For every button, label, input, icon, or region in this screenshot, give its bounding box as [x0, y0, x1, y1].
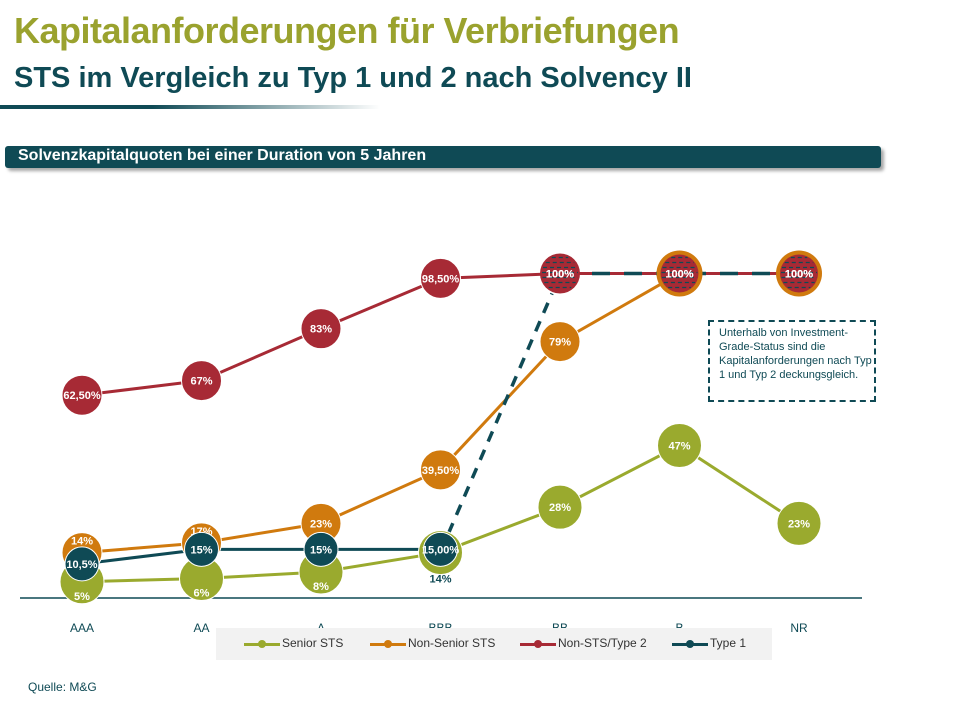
x-tick-label: NR — [790, 621, 808, 635]
series-line — [81, 547, 441, 566]
title-divider — [0, 105, 380, 109]
data-label: 15% — [310, 544, 332, 556]
data-label: 8% — [313, 581, 329, 593]
data-point — [303, 531, 339, 567]
data-point — [64, 546, 100, 582]
data-label: 5% — [74, 591, 90, 603]
data-point — [181, 360, 222, 402]
legend-label: Senior STS — [282, 636, 344, 650]
data-point — [423, 531, 458, 567]
x-tick-label: AA — [193, 621, 209, 635]
data-point — [61, 374, 103, 416]
data-label: 100% — [785, 269, 813, 281]
annotation-box: Unterhalb von Investment-Grade-Status si… — [708, 320, 876, 402]
data-point — [660, 254, 699, 293]
data-point — [184, 531, 219, 567]
data-point — [537, 484, 583, 530]
legend-label: Non-STS/Type 2 — [558, 636, 647, 650]
data-label: 23% — [310, 518, 332, 530]
data-label: 83% — [310, 324, 332, 336]
chart-header-text: Solvenzkapitalquoten bei einer Duration … — [18, 147, 427, 164]
series-line-jump — [446, 292, 554, 535]
data-point — [780, 254, 818, 293]
data-label: 15,00% — [422, 544, 460, 556]
data-label: 67% — [190, 376, 212, 388]
chart-legend: Senior STS Non-Senior STS Non-STS/Type 2… — [216, 628, 772, 660]
data-label: 23% — [788, 518, 810, 530]
x-tick-label: AAA — [70, 621, 94, 635]
series-line — [81, 272, 799, 555]
data-point — [300, 308, 342, 350]
data-label: 14% — [71, 536, 93, 548]
chart-header-banner: Solvenzkapitalquoten bei einer Duration … — [5, 146, 881, 168]
data-label: 47% — [668, 440, 690, 452]
data-label: 100% — [546, 269, 574, 281]
data-point — [539, 321, 581, 363]
data-point — [420, 449, 461, 491]
data-point — [420, 257, 461, 299]
data-point — [776, 500, 822, 546]
data-label: 62,50% — [63, 390, 101, 402]
series-type1 — [81, 271, 799, 566]
data-label: 6% — [194, 588, 210, 600]
data-point — [657, 422, 702, 468]
data-label: 98,50% — [422, 273, 460, 285]
data-label: 14% — [429, 574, 451, 586]
legend-label: Non-Senior STS — [408, 636, 496, 650]
source-note: Quelle: M&G — [28, 680, 97, 694]
series-non-senior-sts — [81, 272, 799, 555]
data-label: 10,5% — [66, 559, 97, 571]
data-label: 100% — [665, 269, 693, 281]
data-label: 15% — [190, 544, 212, 556]
data-point — [540, 253, 580, 294]
data-label: 100% — [546, 269, 574, 281]
data-label: 100% — [785, 269, 813, 281]
page-subtitle: STS im Vergleich zu Typ 1 und 2 nach Sol… — [14, 62, 692, 94]
data-label: 39,50% — [422, 465, 460, 477]
data-label: 28% — [549, 502, 571, 514]
data-label: 100% — [665, 269, 693, 281]
legend-label: Type 1 — [710, 636, 747, 650]
page-title: Kapitalanforderungen für Verbriefungen — [14, 10, 680, 51]
data-label: 79% — [549, 337, 571, 349]
